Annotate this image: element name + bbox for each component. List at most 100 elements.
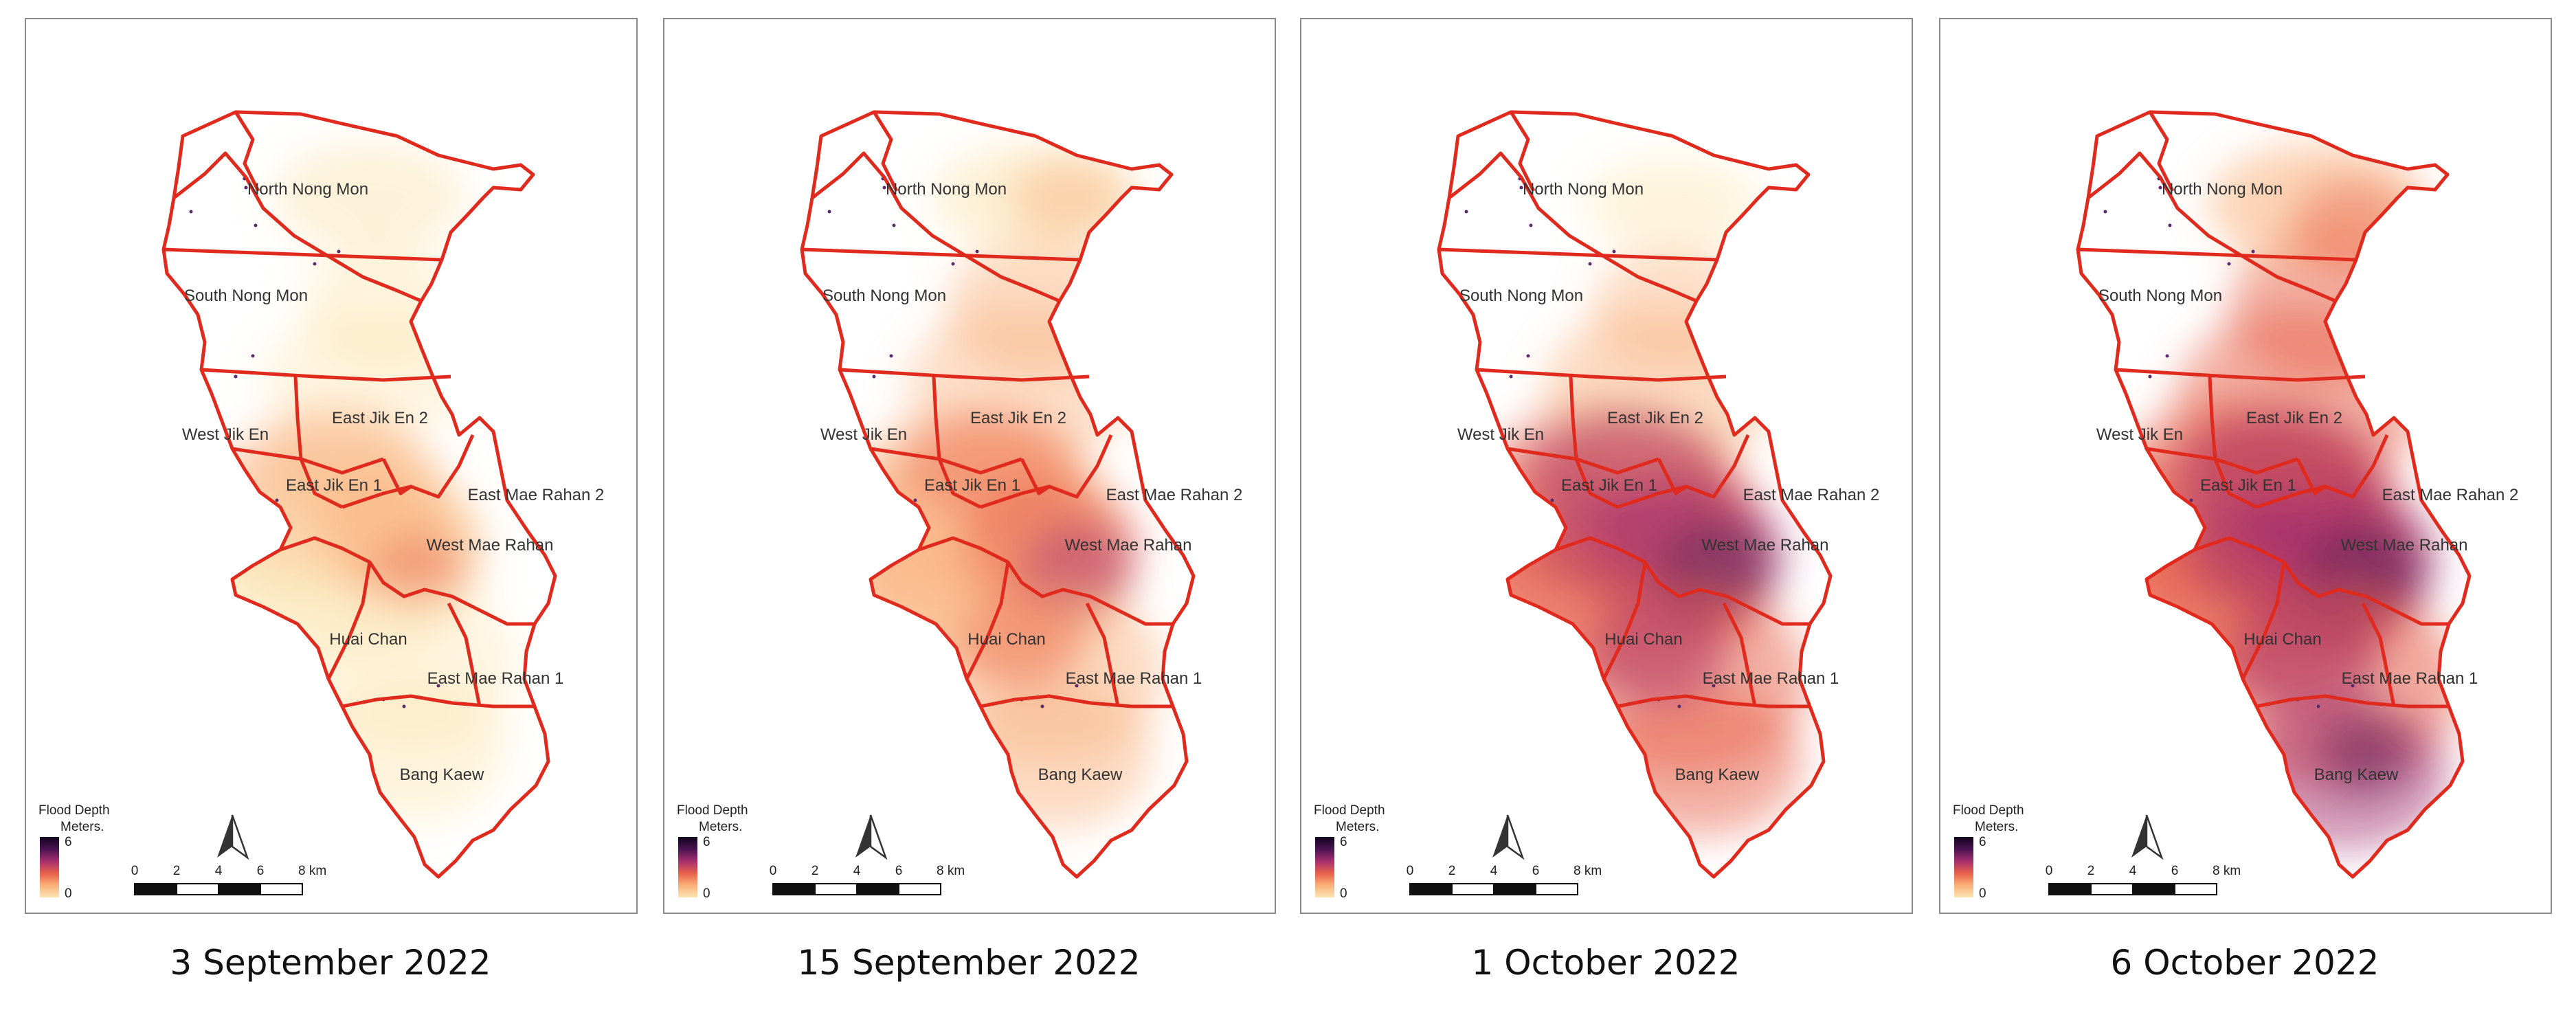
district-label-bang-kaew: Bang Kaew (1038, 765, 1123, 784)
district-label-huai-chan: Huai Chan (967, 630, 1045, 649)
district-label-south-nong-mon: South Nong Mon (184, 287, 308, 305)
district-label-east-mae-rahan-2: East Mae Rahan 2 (1106, 486, 1243, 504)
scale-bar-label: 0 (131, 864, 139, 878)
legend-min-label: 0 (1979, 886, 1986, 901)
district-label-north-nong-mon: North Nong Mon (1523, 180, 1644, 199)
legend-max-label: 6 (1979, 835, 1986, 849)
scale-bar-label: 2 (2087, 864, 2095, 878)
district-label-north-nong-mon: North Nong Mon (886, 180, 1007, 199)
legend-unit: Meters. (60, 820, 104, 834)
flood-depth-raster (2092, 143, 2463, 851)
flood-depth-map: North Nong Mon South Nong Mon West Jik En E… (1953, 110, 2519, 901)
map-panel: North Nong Mon South Nong Mon West Jik En E… (25, 0, 638, 1017)
district-boundaries (800, 110, 1196, 879)
district-label-west-mae-rahan: West Mae Rahan (1065, 536, 1192, 555)
legend: Flood Depth Meters.6 0 (677, 803, 748, 901)
district-label-east-mae-rahan-1: East Mae Rahan 1 (1703, 669, 1839, 688)
panel-date-caption: 15 September 2022 (797, 943, 1141, 983)
district-label-huai-chan: Huai Chan (2243, 630, 2321, 649)
legend-color-ramp (1954, 837, 1973, 897)
district-label-west-jik-en: West Jik En (182, 425, 269, 444)
legend-max-label: 6 (65, 835, 72, 849)
scale-bar-label: 6 (2171, 864, 2179, 878)
scale-bar-label: 8 km (2213, 864, 2241, 878)
legend-min-label: 0 (65, 886, 72, 901)
map-frame: North Nong Mon South Nong Mon West Jik En E… (1300, 18, 1913, 914)
legend-title: Flood Depth (1314, 803, 1385, 818)
legend-color-ramp (1315, 837, 1334, 897)
district-label-east-mae-rahan-1: East Mae Rahan 1 (427, 669, 564, 688)
flood-depth-map: North Nong Mon South Nong Mon West Jik En E… (38, 110, 605, 901)
district-label-east-mae-rahan-2: East Mae Rahan 2 (1743, 486, 1880, 504)
legend: Flood Depth Meters.6 0 (1314, 803, 1385, 901)
district-label-east-mae-rahan-1: East Mae Rahan 1 (1066, 669, 1202, 688)
district-label-east-jik-en-1: East Jik En 1 (924, 476, 1020, 495)
legend-min-label: 0 (703, 886, 710, 901)
legend-color-ramp (40, 837, 59, 897)
legend-title: Flood Depth (1953, 803, 2024, 818)
north-arrow-icon (855, 814, 888, 860)
scale-bar-label: 4 (215, 864, 223, 878)
scale-bar-label: 6 (1532, 864, 1540, 878)
scale-bar-label: 4 (853, 864, 861, 878)
district-label-north-nong-mon: North Nong Mon (247, 180, 368, 199)
district-label-east-jik-en-2: East Jik En 2 (970, 409, 1066, 427)
district-label-east-mae-rahan-2: East Mae Rahan 2 (468, 486, 605, 504)
district-label-north-nong-mon: North Nong Mon (2162, 180, 2283, 199)
flood-depth-map: North Nong Mon South Nong Mon West Jik En E… (1314, 110, 1880, 901)
scale-bar: 0 2 4 6 8 km (2046, 864, 2241, 895)
scale-bar-label: 6 (895, 864, 903, 878)
district-boundaries (1437, 110, 1833, 879)
district-label-east-jik-en-1: East Jik En 1 (286, 476, 382, 495)
scale-bar-label: 4 (1490, 864, 1498, 878)
map-frame: North Nong Mon South Nong Mon West Jik En E… (25, 18, 638, 914)
legend-color-ramp (678, 837, 697, 897)
scale-bar-label: 4 (2129, 864, 2137, 878)
district-label-east-jik-en-1: East Jik En 1 (1561, 476, 1657, 495)
panel-date-caption: 1 October 2022 (1471, 943, 1740, 983)
north-arrow-icon (1492, 814, 1525, 860)
district-label-huai-chan: Huai Chan (329, 630, 407, 649)
district-label-east-mae-rahan-2: East Mae Rahan 2 (2382, 486, 2519, 504)
district-label-west-jik-en: West Jik En (820, 425, 907, 444)
scale-bar-label: 6 (257, 864, 265, 878)
panel-date-caption: 3 September 2022 (170, 943, 491, 983)
scale-bar-label: 2 (1448, 864, 1456, 878)
district-label-west-jik-en: West Jik En (2096, 425, 2183, 444)
district-label-bang-kaew: Bang Kaew (2314, 765, 2399, 784)
legend-unit: Meters. (699, 820, 742, 834)
scale-bar-label: 2 (173, 864, 181, 878)
scale-bar-label: 8 km (1573, 864, 1602, 878)
district-label-bang-kaew: Bang Kaew (1675, 765, 1760, 784)
legend-unit: Meters. (1336, 820, 1379, 834)
legend: Flood Depth Meters.6 0 (1953, 803, 2024, 901)
legend-unit: Meters. (1975, 820, 2018, 834)
legend-title: Flood Depth (38, 803, 110, 818)
district-label-east-jik-en-2: East Jik En 2 (1607, 409, 1703, 427)
scale-bar-label: 0 (1407, 864, 1414, 878)
district-label-south-nong-mon: South Nong Mon (2098, 287, 2222, 305)
district-label-west-mae-rahan: West Mae Rahan (1702, 536, 1829, 555)
district-label-south-nong-mon: South Nong Mon (1459, 287, 1583, 305)
district-label-bang-kaew: Bang Kaew (400, 765, 484, 784)
north-arrow-icon (217, 814, 249, 860)
scale-bar-label: 2 (811, 864, 819, 878)
legend-max-label: 6 (703, 835, 710, 849)
scale-bar: 0 2 4 6 8 km (1407, 864, 1602, 895)
legend-min-label: 0 (1340, 886, 1347, 901)
district-boundaries (161, 110, 557, 879)
district-label-east-jik-en-2: East Jik En 2 (332, 409, 428, 427)
map-panel: North Nong Mon South Nong Mon West Jik En E… (1939, 0, 2552, 1017)
district-label-east-jik-en-2: East Jik En 2 (2246, 409, 2342, 427)
district-label-west-mae-rahan: West Mae Rahan (427, 536, 554, 555)
scale-bar-label: 0 (770, 864, 777, 878)
district-label-west-jik-en: West Jik En (1457, 425, 1544, 444)
district-label-east-mae-rahan-1: East Mae Rahan 1 (2342, 669, 2478, 688)
scale-bar-label: 0 (2046, 864, 2053, 878)
legend-max-label: 6 (1340, 835, 1347, 849)
north-arrow-icon (2131, 814, 2164, 860)
scale-bar: 0 2 4 6 8 km (131, 864, 326, 895)
legend-title: Flood Depth (677, 803, 748, 818)
district-boundaries (2076, 110, 2472, 879)
flood-depth-map: North Nong Mon South Nong Mon West Jik En E… (677, 110, 1243, 901)
